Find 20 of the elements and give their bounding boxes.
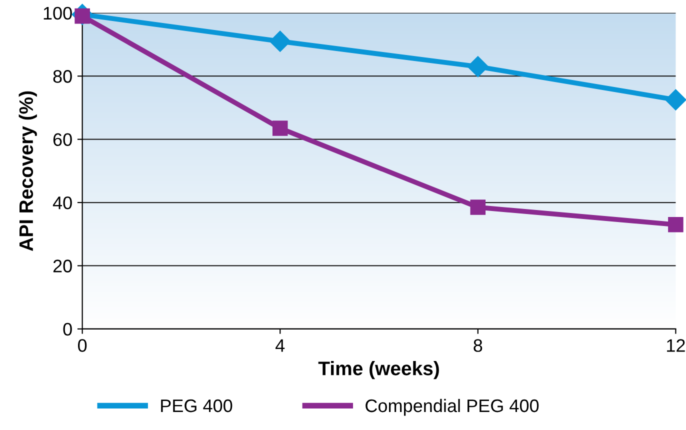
- point: [270, 30, 291, 52]
- point: [467, 56, 488, 78]
- point: [668, 217, 684, 232]
- y-tick-label: 60: [53, 133, 72, 146]
- legend-label: Compendial PEG 400: [366, 398, 539, 416]
- point: [272, 120, 288, 136]
- legend-label: PEG 400: [161, 399, 232, 412]
- x-tick-label: 4: [276, 339, 285, 352]
- point: [665, 89, 686, 110]
- point: [470, 200, 486, 215]
- x-tick-label: 12: [667, 339, 685, 352]
- y-axis-title: API Recovery (%): [18, 91, 37, 251]
- y-tick-label: 0: [63, 322, 72, 336]
- y-tick-label: 20: [53, 260, 72, 272]
- x-tick-label: 8: [474, 339, 482, 352]
- x-tick-label: 0: [78, 339, 87, 352]
- y-tick-label: 40: [52, 196, 72, 210]
- y-tick-label: 80: [53, 70, 72, 83]
- x-axis-title: Time (weeks): [318, 361, 439, 380]
- y-tick-label: 100: [44, 6, 72, 20]
